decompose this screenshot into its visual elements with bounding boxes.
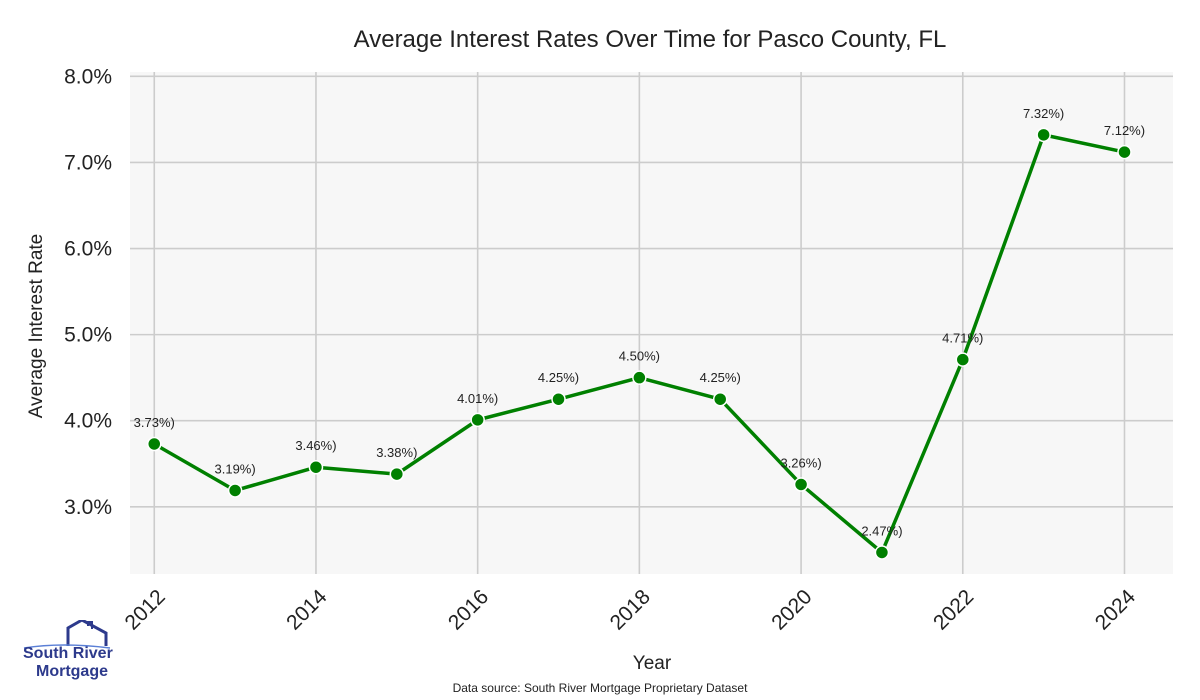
river-swoosh-icon [23,644,111,649]
y-tick-label: 5.0% [64,324,112,347]
data-source-note: Data source: South River Mortgage Propri… [453,681,748,695]
data-label: 3.38%) [376,445,417,460]
x-tick-label: 2022 [929,585,978,634]
data-label: 7.32%) [1023,106,1064,121]
data-label: 3.46%) [295,438,336,453]
data-label: 4.71%) [942,331,983,346]
data-labels: 3.73%) 3.19%) 3.46%) 3.38%) 4.01%) 4.25%) 4.50… [134,106,1145,539]
data-point [955,352,971,367]
x-tick-label: 2014 [282,585,332,635]
data-point [470,412,485,428]
data-label: 4.25%) [538,370,579,385]
chart-title: Average Interest Rates Over Time for Pas… [354,26,947,53]
data-point [874,545,890,560]
house-roof-icon [66,620,108,646]
data-label: 4.25%) [700,370,741,385]
data-label: 3.73%) [134,415,175,430]
data-label: 4.01%) [457,391,498,406]
data-point [1117,144,1132,160]
data-points [147,127,1132,560]
y-axis-label: Average Interest Rate [26,234,47,418]
x-axis-label: Year [633,653,672,674]
data-label: 2.47%) [861,523,902,538]
data-point [1036,127,1051,143]
y-tick-label: 3.0% [64,496,112,519]
plot-area [130,72,1173,574]
data-point [147,436,162,452]
data-label: 7.12%) [1104,123,1145,138]
data-point [551,391,566,407]
y-tick-label: 6.0% [64,238,112,261]
y-tick-label: 4.0% [64,410,112,433]
logo-text-line2: Mortgage [36,663,108,680]
x-tick-label: 2012 [120,585,169,634]
data-label: 4.50%) [619,349,660,364]
chimney-icon [87,621,93,629]
x-tick-label: 2018 [606,585,655,634]
south-river-mortgage-logo: South River Mortgage [23,620,113,680]
data-label: 3.19%) [215,461,256,476]
data-point [227,483,243,498]
data-point [712,391,728,407]
x-tick-label: 2024 [1091,585,1141,635]
y-tick-label: 8.0% [64,65,112,88]
grid [130,72,1173,574]
y-tick-label: 7.0% [64,151,112,174]
data-point [793,477,809,492]
data-point [389,466,405,482]
x-tick-label: 2016 [444,585,493,634]
data-label: 3.26%) [780,455,821,470]
data-point [308,459,324,475]
data-point [632,370,647,385]
x-tick-label: 2020 [767,585,816,634]
logo-text-line1: South River [23,645,113,662]
